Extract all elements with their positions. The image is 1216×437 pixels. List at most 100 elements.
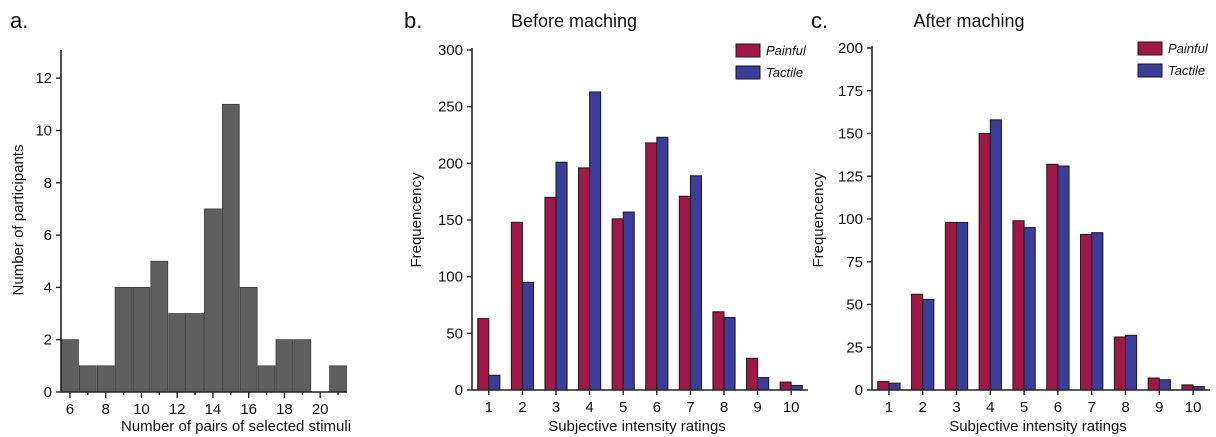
- y-tick-label: 100: [438, 269, 463, 286]
- histogram-bar: [150, 260, 169, 393]
- x-tick-label: 3: [552, 399, 560, 416]
- x-tick-label: 8: [720, 399, 728, 416]
- histogram-bar: [257, 365, 276, 393]
- bar-painful: [578, 167, 591, 391]
- x-tick-label: 2: [919, 399, 927, 416]
- x-tick-label: 18: [276, 401, 293, 418]
- x-tick-label: 8: [102, 401, 110, 418]
- x-tick-label: 8: [1121, 399, 1129, 416]
- y-tick-label: 175: [838, 83, 863, 100]
- bar-tactile: [888, 382, 901, 391]
- bar-tactile: [555, 161, 568, 391]
- x-tick-label: 4: [986, 399, 994, 416]
- panel-a-y-axis-label: Number of participants: [10, 145, 27, 296]
- x-tick-label: 16: [240, 401, 257, 418]
- bar-painful: [911, 293, 924, 391]
- bar-tactile: [656, 136, 669, 391]
- bar-painful: [712, 311, 725, 391]
- y-tick-label: 100: [838, 211, 863, 228]
- x-tick-label: 12: [169, 401, 186, 418]
- histogram-bar: [221, 103, 240, 393]
- bar-tactile: [757, 377, 770, 391]
- x-tick-label: 14: [205, 401, 222, 418]
- bar-tactile: [488, 374, 501, 391]
- panel-c-title: After maching: [913, 11, 1024, 31]
- y-tick-label: 75: [846, 254, 863, 271]
- bar-painful: [1147, 377, 1160, 391]
- histogram-bar: [204, 208, 222, 393]
- bar-tactile: [922, 298, 935, 391]
- bar-painful: [1113, 336, 1126, 391]
- y-tick-label: 125: [838, 168, 863, 185]
- y-tick-label: 50: [446, 325, 463, 342]
- y-tick-label: 300: [438, 42, 463, 59]
- bar-painful: [1012, 220, 1025, 391]
- histogram-bar: [293, 339, 312, 393]
- histogram-bar: [329, 365, 347, 393]
- panel-c-y-axis-label: Frequencency: [810, 172, 827, 268]
- y-tick-label: 6: [44, 227, 52, 244]
- bar-painful: [779, 381, 792, 391]
- histogram-bar: [239, 286, 258, 393]
- x-tick-label: 3: [952, 399, 960, 416]
- x-tick-label: 10: [1185, 399, 1202, 416]
- histogram-bar: [186, 313, 204, 393]
- bar-painful: [944, 221, 958, 391]
- bar-painful: [477, 318, 490, 391]
- x-tick-label: 20: [312, 401, 329, 418]
- bar-painful: [877, 380, 890, 391]
- y-tick-label: 200: [838, 40, 863, 57]
- x-tick-label: 6: [1054, 399, 1062, 416]
- bar-painful: [746, 357, 759, 391]
- histogram-bar: [96, 365, 115, 393]
- y-tick-label: 25: [846, 339, 863, 356]
- x-tick-label: 10: [133, 401, 150, 418]
- histogram-bar: [168, 313, 187, 393]
- y-tick-label: 10: [35, 122, 52, 139]
- panel-c: c. After maching 1 2 3 4 5 6 7 8 9 10025507510012…: [810, 8, 1210, 435]
- panel-a-x-axis-label: Number of pairs of selected stimuli: [121, 418, 351, 435]
- histogram-bar: [275, 339, 294, 393]
- x-tick-label: 7: [686, 399, 694, 416]
- panel-b-y-axis-label: Frequencency: [408, 172, 425, 268]
- bar-tactile: [1023, 227, 1036, 391]
- panel-b-title: Before maching: [511, 11, 637, 31]
- histogram-bar: [132, 286, 151, 393]
- x-tick-label: 4: [585, 399, 593, 416]
- panel-a: a. 0 2 4 6 8 10 12 6 8 10 12 14 16 18 20 Number of pai…: [10, 8, 351, 435]
- x-tick-label: 5: [619, 399, 627, 416]
- histogram-bar: [78, 365, 97, 393]
- histogram-bar: [61, 339, 79, 393]
- y-tick-label: 4: [44, 279, 52, 296]
- bar-painful: [544, 196, 557, 391]
- bar-painful: [978, 133, 991, 391]
- y-tick-label: 200: [438, 155, 463, 172]
- bar-tactile: [689, 175, 702, 391]
- y-tick-label: 2: [44, 332, 52, 349]
- y-tick-label: 0: [455, 382, 463, 399]
- bar-painful: [1080, 233, 1093, 391]
- bar-tactile: [1158, 379, 1171, 391]
- bar-tactile: [521, 281, 534, 391]
- panel-c-x-axis-label: Subjective intensity ratings: [949, 418, 1127, 435]
- panel-b-label: b.: [404, 8, 422, 33]
- legend-label-tactile: Tactile: [1168, 63, 1205, 78]
- panel-a-label: a.: [10, 8, 28, 33]
- x-tick-label: 1: [885, 399, 893, 416]
- legend-swatch-tactile: [735, 65, 761, 80]
- x-tick-label: 9: [753, 399, 761, 416]
- x-tick-label: 1: [485, 399, 493, 416]
- bar-tactile: [589, 91, 602, 391]
- x-tick-label: 2: [518, 399, 526, 416]
- y-tick-label: 150: [838, 126, 863, 143]
- y-tick-label: 0: [855, 382, 863, 399]
- x-tick-label: 5: [1020, 399, 1028, 416]
- bar-tactile: [723, 316, 736, 391]
- bar-tactile: [1057, 165, 1070, 391]
- panel-b: b. Before maching 1 2 3 4 5 6 7 8 9 1005010015020…: [404, 8, 808, 435]
- y-tick-label: 250: [438, 99, 463, 116]
- bar-painful: [611, 218, 624, 391]
- y-tick-label: 150: [438, 212, 463, 229]
- y-tick-label: 12: [35, 70, 52, 87]
